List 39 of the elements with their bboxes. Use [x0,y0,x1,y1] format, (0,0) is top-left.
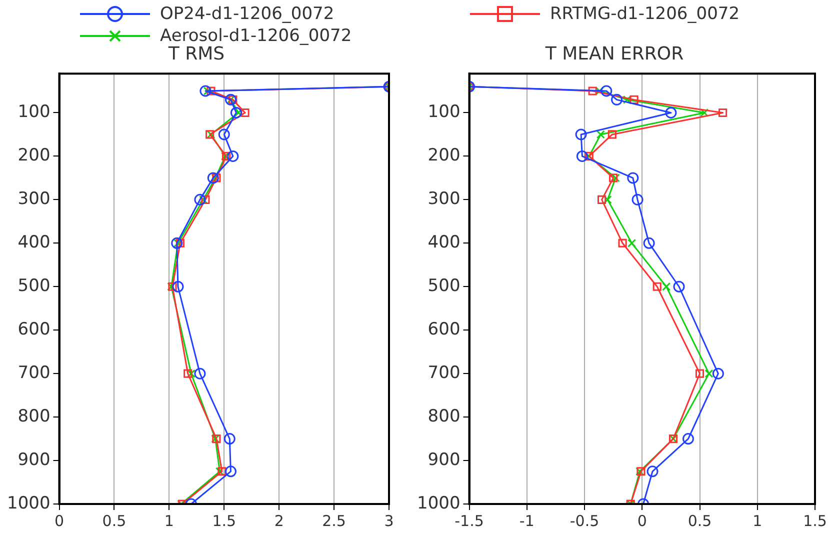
y-tick-label: 200 [18,146,50,166]
x-tick-label: 1 [164,512,174,530]
y-tick-label: 600 [428,320,460,340]
y-tick-label: 1000 [7,493,50,514]
x-tick-label: 1.5 [212,512,236,530]
y-tick-label: 200 [428,146,460,166]
y-tick-label: 100 [428,102,460,122]
y-tick-label: 1000 [417,493,460,514]
y-tick-label: 400 [18,232,50,253]
y-tick-label: 400 [428,232,460,253]
x-tick-label: 0.5 [688,512,712,530]
x-tick-label: 0.5 [102,512,126,530]
x-tick-label: 2 [274,512,284,530]
y-tick-label: 700 [428,363,460,383]
legend-label: OP24-d1-1206_0072 [160,4,334,24]
x-tick-label: -1.5 [454,512,484,530]
y-tick-label: 300 [18,189,50,210]
legend-label: RRTMG-d1-1206_0072 [550,4,740,24]
x-tick-label: -0.5 [570,512,600,530]
y-tick-label: 600 [18,320,50,340]
x-tick-label: 0 [637,512,647,530]
x-tick-label: 0 [54,512,64,530]
y-tick-label: 100 [18,102,50,122]
y-tick-label: 500 [18,276,50,296]
chart-title: T MEAN ERROR [544,43,684,64]
x-tick-label: 3 [384,512,394,530]
y-tick-label: 700 [18,363,50,383]
x-tick-label: -1 [519,512,534,530]
y-tick-label: 800 [428,406,460,426]
x-tick-label: 1 [752,512,762,530]
y-tick-label: 300 [428,189,460,210]
y-tick-label: 900 [428,450,460,470]
x-tick-label: 2.5 [322,512,346,530]
y-tick-label: 800 [18,406,50,426]
x-tick-label: 1.5 [803,512,827,530]
y-tick-label: 500 [428,276,460,296]
chart-title: T RMS [167,43,225,64]
y-tick-label: 900 [18,450,50,470]
legend-label: Aerosol-d1-1206_0072 [160,26,352,46]
